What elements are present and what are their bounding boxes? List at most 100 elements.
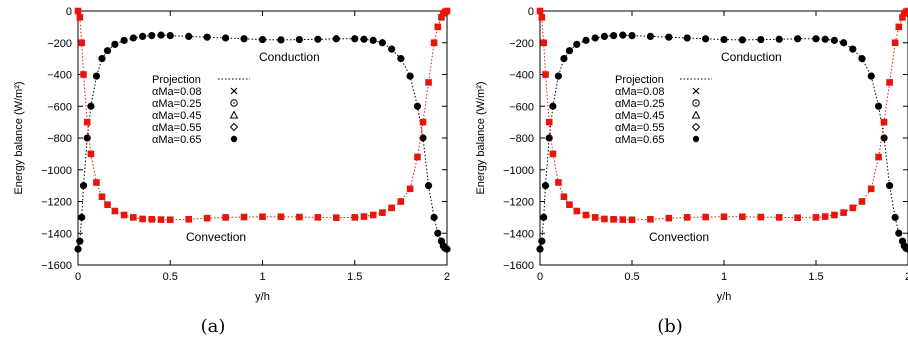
convection-point (904, 7, 908, 15)
convection-point (314, 214, 322, 221)
conduction-point (430, 213, 438, 221)
conduction-point (120, 36, 128, 44)
convection-point (628, 216, 636, 224)
conduction-point (138, 32, 147, 41)
legend-label: Projection (615, 74, 664, 86)
conduction-point (536, 245, 544, 253)
convection-point (111, 207, 119, 215)
conduction-point (443, 245, 451, 253)
convection-point (867, 185, 875, 193)
y-tick-label: −1400 (503, 228, 534, 240)
x-axis-label: y/h (255, 291, 270, 303)
convection-point (360, 213, 368, 220)
convection-point (369, 211, 377, 219)
legend-label: αMa=0.08 (615, 86, 664, 98)
conduction-point (560, 55, 568, 63)
convection-point (78, 39, 85, 47)
y-axis-label: Energy balance (W/m²) (475, 81, 487, 194)
legend-label: αMa=0.25 (615, 98, 664, 110)
convection-point (542, 71, 549, 78)
conduction-point (821, 35, 829, 43)
conduction-point (549, 102, 557, 110)
conduction-point (646, 32, 654, 41)
x-tick-label: 0.5 (163, 271, 178, 283)
convection-point (87, 150, 95, 158)
convection-point (540, 39, 547, 47)
convection-point (351, 214, 359, 221)
conduction-point (540, 213, 548, 221)
convection-point (222, 214, 229, 221)
convection-point (538, 14, 546, 21)
convection-point (619, 216, 627, 223)
conduction-point (794, 35, 802, 43)
convection-point (739, 213, 746, 221)
legend-filled-circle-marker (230, 135, 238, 143)
convection-point (397, 198, 405, 205)
convection-point (875, 153, 882, 161)
convection-point (601, 215, 608, 223)
convection-point (812, 214, 820, 221)
convection-point (157, 216, 165, 223)
convection-point (549, 150, 557, 158)
conduction-point (360, 35, 368, 43)
conduction-point (565, 47, 574, 55)
legend-label: αMa=0.45 (152, 110, 201, 122)
legend-label: αMa=0.25 (152, 98, 201, 110)
conduction-point (541, 182, 550, 190)
conduction-point (185, 32, 193, 41)
convection-point (104, 201, 111, 208)
conduction-point (867, 72, 875, 80)
legend-label: αMa=0.45 (615, 110, 664, 122)
panel-caption-a: (a) (200, 316, 226, 337)
convection-point (430, 39, 438, 47)
convection-point (899, 14, 906, 21)
y-tick-label: −1400 (41, 228, 72, 240)
conduction-point (87, 102, 95, 110)
y-tick-label: −600 (509, 101, 534, 113)
conduction-point (775, 35, 783, 43)
chart-panel-b: 0 −200 −400 −600 −800 −1000 −1200 −1400 −1600 0 0.… (454, 0, 908, 358)
convection-point (388, 204, 395, 212)
legend-open-circle-marker (230, 99, 238, 107)
conduction-point (424, 182, 433, 190)
legend-triangle-marker (691, 110, 701, 119)
conduction-point (757, 35, 765, 44)
conduction-point (277, 36, 285, 44)
conduction-point (874, 102, 883, 110)
conduction-point (157, 31, 165, 39)
x-tick-label: 1.5 (808, 271, 823, 283)
conduction-point (92, 72, 101, 80)
convection-point (74, 7, 82, 15)
legend-open-circle-center (695, 102, 697, 104)
convection-point (665, 214, 673, 222)
convection-point (880, 118, 888, 126)
convection-point (130, 214, 137, 221)
convection-point (203, 214, 211, 222)
y-tick-label: −1000 (503, 165, 534, 177)
convection-point (720, 213, 728, 221)
conduction-point (240, 35, 248, 43)
convection-point (891, 39, 899, 47)
annotation-conduction: Conduction (259, 50, 320, 64)
conduction-point (600, 32, 608, 41)
convection-point (610, 215, 617, 223)
legend-open-circle-center (233, 102, 235, 104)
convection-point (333, 214, 340, 221)
convection-point (757, 213, 765, 221)
conduction-point (74, 245, 82, 253)
conduction-point (434, 229, 442, 237)
convection-point (582, 211, 590, 219)
conduction-point (891, 213, 899, 221)
conduction-point (738, 36, 746, 44)
annotation-convection: Convection (649, 230, 709, 244)
convection-point (794, 214, 801, 221)
legend-label: αMa=0.55 (615, 122, 664, 134)
convection-point (858, 198, 866, 205)
chart-panel-a: 0 −200 −400 −600 −800 −1000 −1200 −1400 −1600 0 0.… (13, 6, 451, 337)
conduction-point (98, 55, 106, 63)
legend-cross-marker (230, 87, 238, 95)
legend-diamond-marker (229, 122, 239, 132)
conduction-point (545, 134, 553, 142)
convection-point (566, 201, 573, 208)
convection-point (702, 213, 709, 221)
